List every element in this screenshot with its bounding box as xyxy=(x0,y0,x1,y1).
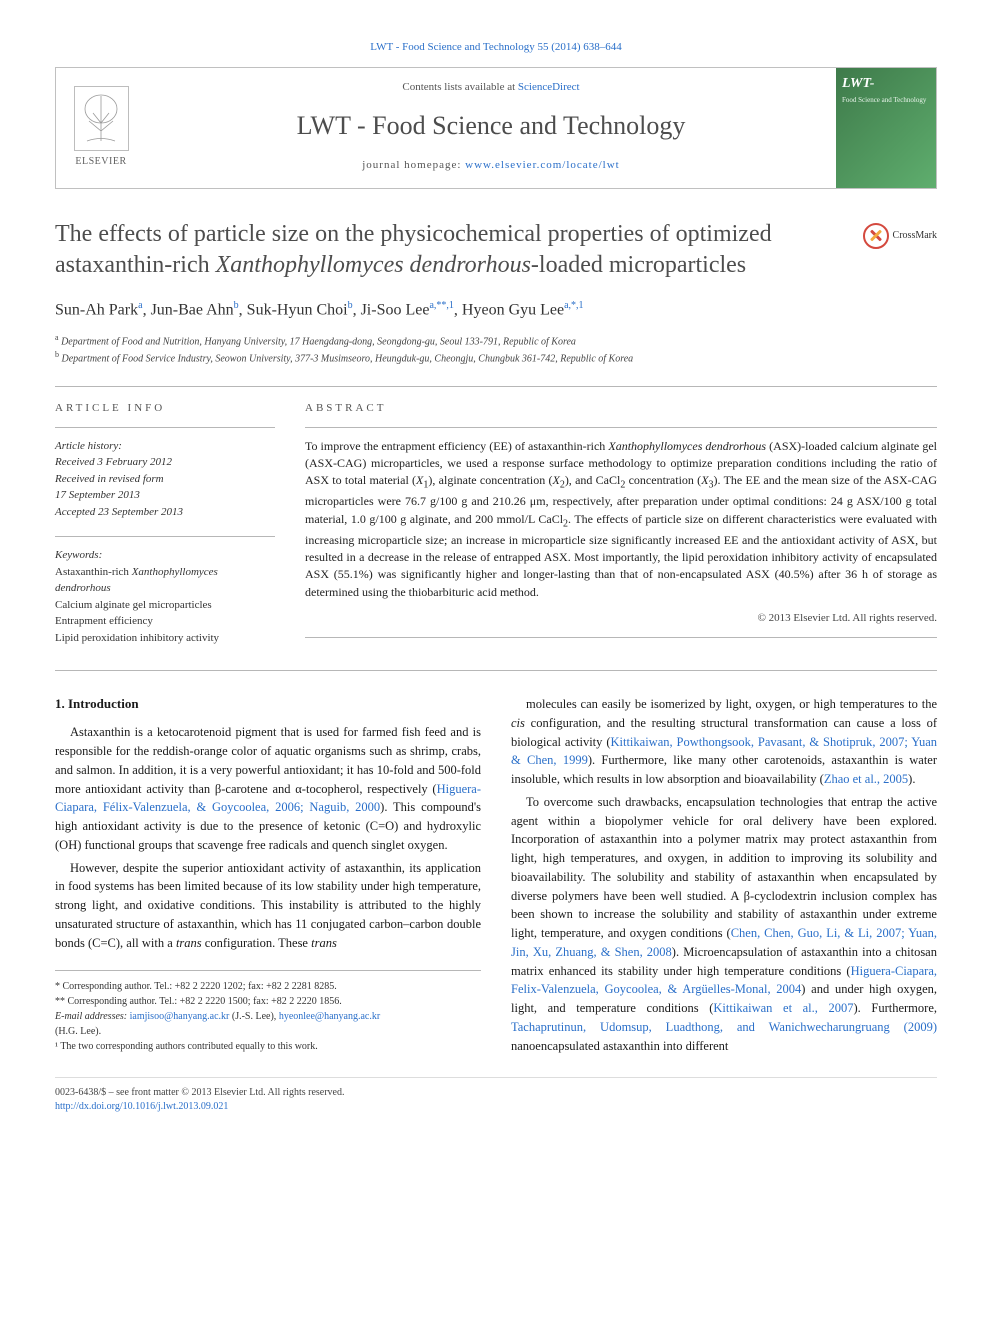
footer-bar: 0023-6438/$ – see front matter © 2013 El… xyxy=(55,1077,937,1114)
cover-title: LWT- xyxy=(842,74,930,94)
email-link[interactable]: iamjisoo@hanyang.ac.kr xyxy=(130,1011,230,1022)
author-list: Sun-Ah Parka, Jun-Bae Ahnb, Suk-Hyun Cho… xyxy=(55,299,937,322)
crossmark-badge[interactable]: CrossMark xyxy=(863,223,937,249)
cover-subtitle: Food Science and Technology xyxy=(842,96,930,106)
abstract-text: To improve the entrapment efficiency (EE… xyxy=(305,438,937,602)
body-paragraph: However, despite the superior antioxidan… xyxy=(55,859,481,953)
sciencedirect-link[interactable]: ScienceDirect xyxy=(518,81,580,93)
abstract-copyright: © 2013 Elsevier Ltd. All rights reserved… xyxy=(305,611,937,626)
journal-ref-link[interactable]: LWT - Food Science and Technology 55 (20… xyxy=(370,41,622,53)
contents-available-line: Contents lists available at ScienceDirec… xyxy=(156,80,826,95)
body-paragraph: To overcome such drawbacks, encapsulatio… xyxy=(511,793,937,1056)
crossmark-label: CrossMark xyxy=(893,229,937,243)
divider xyxy=(55,386,937,387)
journal-name: LWT - Food Science and Technology xyxy=(156,108,826,144)
doi-link[interactable]: http://dx.doi.org/10.1016/j.lwt.2013.09.… xyxy=(55,1101,228,1112)
article-body: 1. Introduction Astaxanthin is a ketocar… xyxy=(55,695,937,1057)
journal-reference: LWT - Food Science and Technology 55 (20… xyxy=(55,40,937,55)
journal-cover-thumb: LWT- Food Science and Technology xyxy=(836,68,936,187)
publisher-logo-area: ELSEVIER xyxy=(56,68,146,187)
affiliations: a Department of Food and Nutrition, Hany… xyxy=(55,332,937,367)
divider xyxy=(55,670,937,671)
section-heading-introduction: 1. Introduction xyxy=(55,695,481,713)
keywords-block: Keywords: Astaxanthin-rich Xanthophyllom… xyxy=(55,547,275,646)
body-paragraph: molecules can easily be isomerized by li… xyxy=(511,695,937,789)
journal-homepage-line: journal homepage: www.elsevier.com/locat… xyxy=(156,158,826,173)
abstract-label: ABSTRACT xyxy=(305,401,937,416)
body-paragraph: Astaxanthin is a ketocarotenoid pigment … xyxy=(55,723,481,854)
issn-line: 0023-6438/$ – see front matter © 2013 El… xyxy=(55,1086,344,1100)
crossmark-icon xyxy=(863,223,889,249)
email-link[interactable]: hyeonlee@hanyang.ac.kr xyxy=(279,1011,380,1022)
elsevier-label: ELSEVIER xyxy=(75,155,126,169)
journal-homepage-link[interactable]: www.elsevier.com/locate/lwt xyxy=(465,159,620,171)
footnotes: * Corresponding author. Tel.: +82 2 2220… xyxy=(55,970,481,1054)
elsevier-tree-icon xyxy=(74,86,129,151)
article-title: The effects of particle size on the phys… xyxy=(55,219,937,281)
journal-header-box: ELSEVIER Contents lists available at Sci… xyxy=(55,67,937,188)
article-info-label: ARTICLE INFO xyxy=(55,401,275,416)
article-history: Article history: Received 3 February 201… xyxy=(55,438,275,521)
